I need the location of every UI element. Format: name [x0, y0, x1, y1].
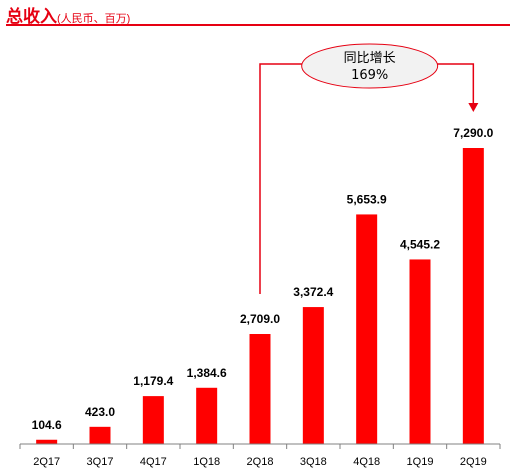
value-label-3Q17: 423.0	[85, 405, 115, 419]
value-label-1Q19: 4,545.2	[400, 237, 440, 251]
x-tick-label-2Q19: 2Q19	[460, 456, 487, 468]
x-tick-label-1Q18: 1Q18	[193, 456, 220, 468]
growth-callout: 同比增长 169%	[259, 43, 479, 295]
callout-text-line1: 同比增长	[344, 51, 396, 66]
value-label-2Q17: 104.6	[32, 418, 62, 432]
bar-1Q19	[409, 259, 431, 444]
x-tick-label-4Q18: 4Q18	[353, 456, 380, 468]
value-label-4Q18: 5,653.9	[347, 192, 387, 206]
bar-3Q17	[89, 426, 111, 444]
value-labels-group: 104.6 423.0 1,179.4 1,384.6 2,709.0 3,372.4 5,…	[32, 126, 494, 432]
x-tick-label-4Q17: 4Q17	[140, 456, 167, 468]
bar-2Q17	[36, 439, 58, 444]
bar-4Q17	[142, 396, 164, 444]
x-ticks-group	[19, 444, 501, 449]
x-tick-label-2Q17: 2Q17	[33, 456, 60, 468]
value-label-2Q19: 7,290.0	[453, 126, 493, 140]
chart-title: 总收入(人民币、百万)	[6, 2, 130, 27]
x-tick-label-3Q18: 3Q18	[300, 456, 327, 468]
value-label-1Q18: 1,384.6	[187, 366, 227, 380]
callout-arrow-icon	[468, 103, 479, 112]
value-label-2Q18: 2,709.0	[240, 312, 280, 326]
bar-4Q18	[356, 214, 378, 444]
callout-bubble	[301, 43, 439, 89]
x-tick-label-3Q17: 3Q17	[87, 456, 114, 468]
chart-title-unit: (人民币、百万)	[57, 13, 131, 25]
bar-2Q19	[462, 148, 484, 444]
x-tick-label-2Q18: 2Q18	[247, 456, 274, 468]
bar-3Q18	[302, 307, 324, 444]
x-tick-label-1Q19: 1Q19	[407, 456, 434, 468]
value-label-3Q18: 3,372.4	[293, 285, 333, 299]
bars-group	[36, 148, 484, 444]
x-tick-labels-group: 2Q17 3Q17 4Q17 1Q18 2Q18 3Q18 4Q18 1Q19 2Q19	[33, 456, 487, 468]
bar-1Q18	[196, 387, 218, 444]
callout-text-line2: 169%	[351, 68, 388, 83]
title-underline	[6, 24, 510, 26]
bar-2Q18	[249, 334, 271, 444]
chart-title-main: 总收入	[6, 7, 57, 26]
value-label-4Q17: 1,179.4	[133, 374, 173, 388]
